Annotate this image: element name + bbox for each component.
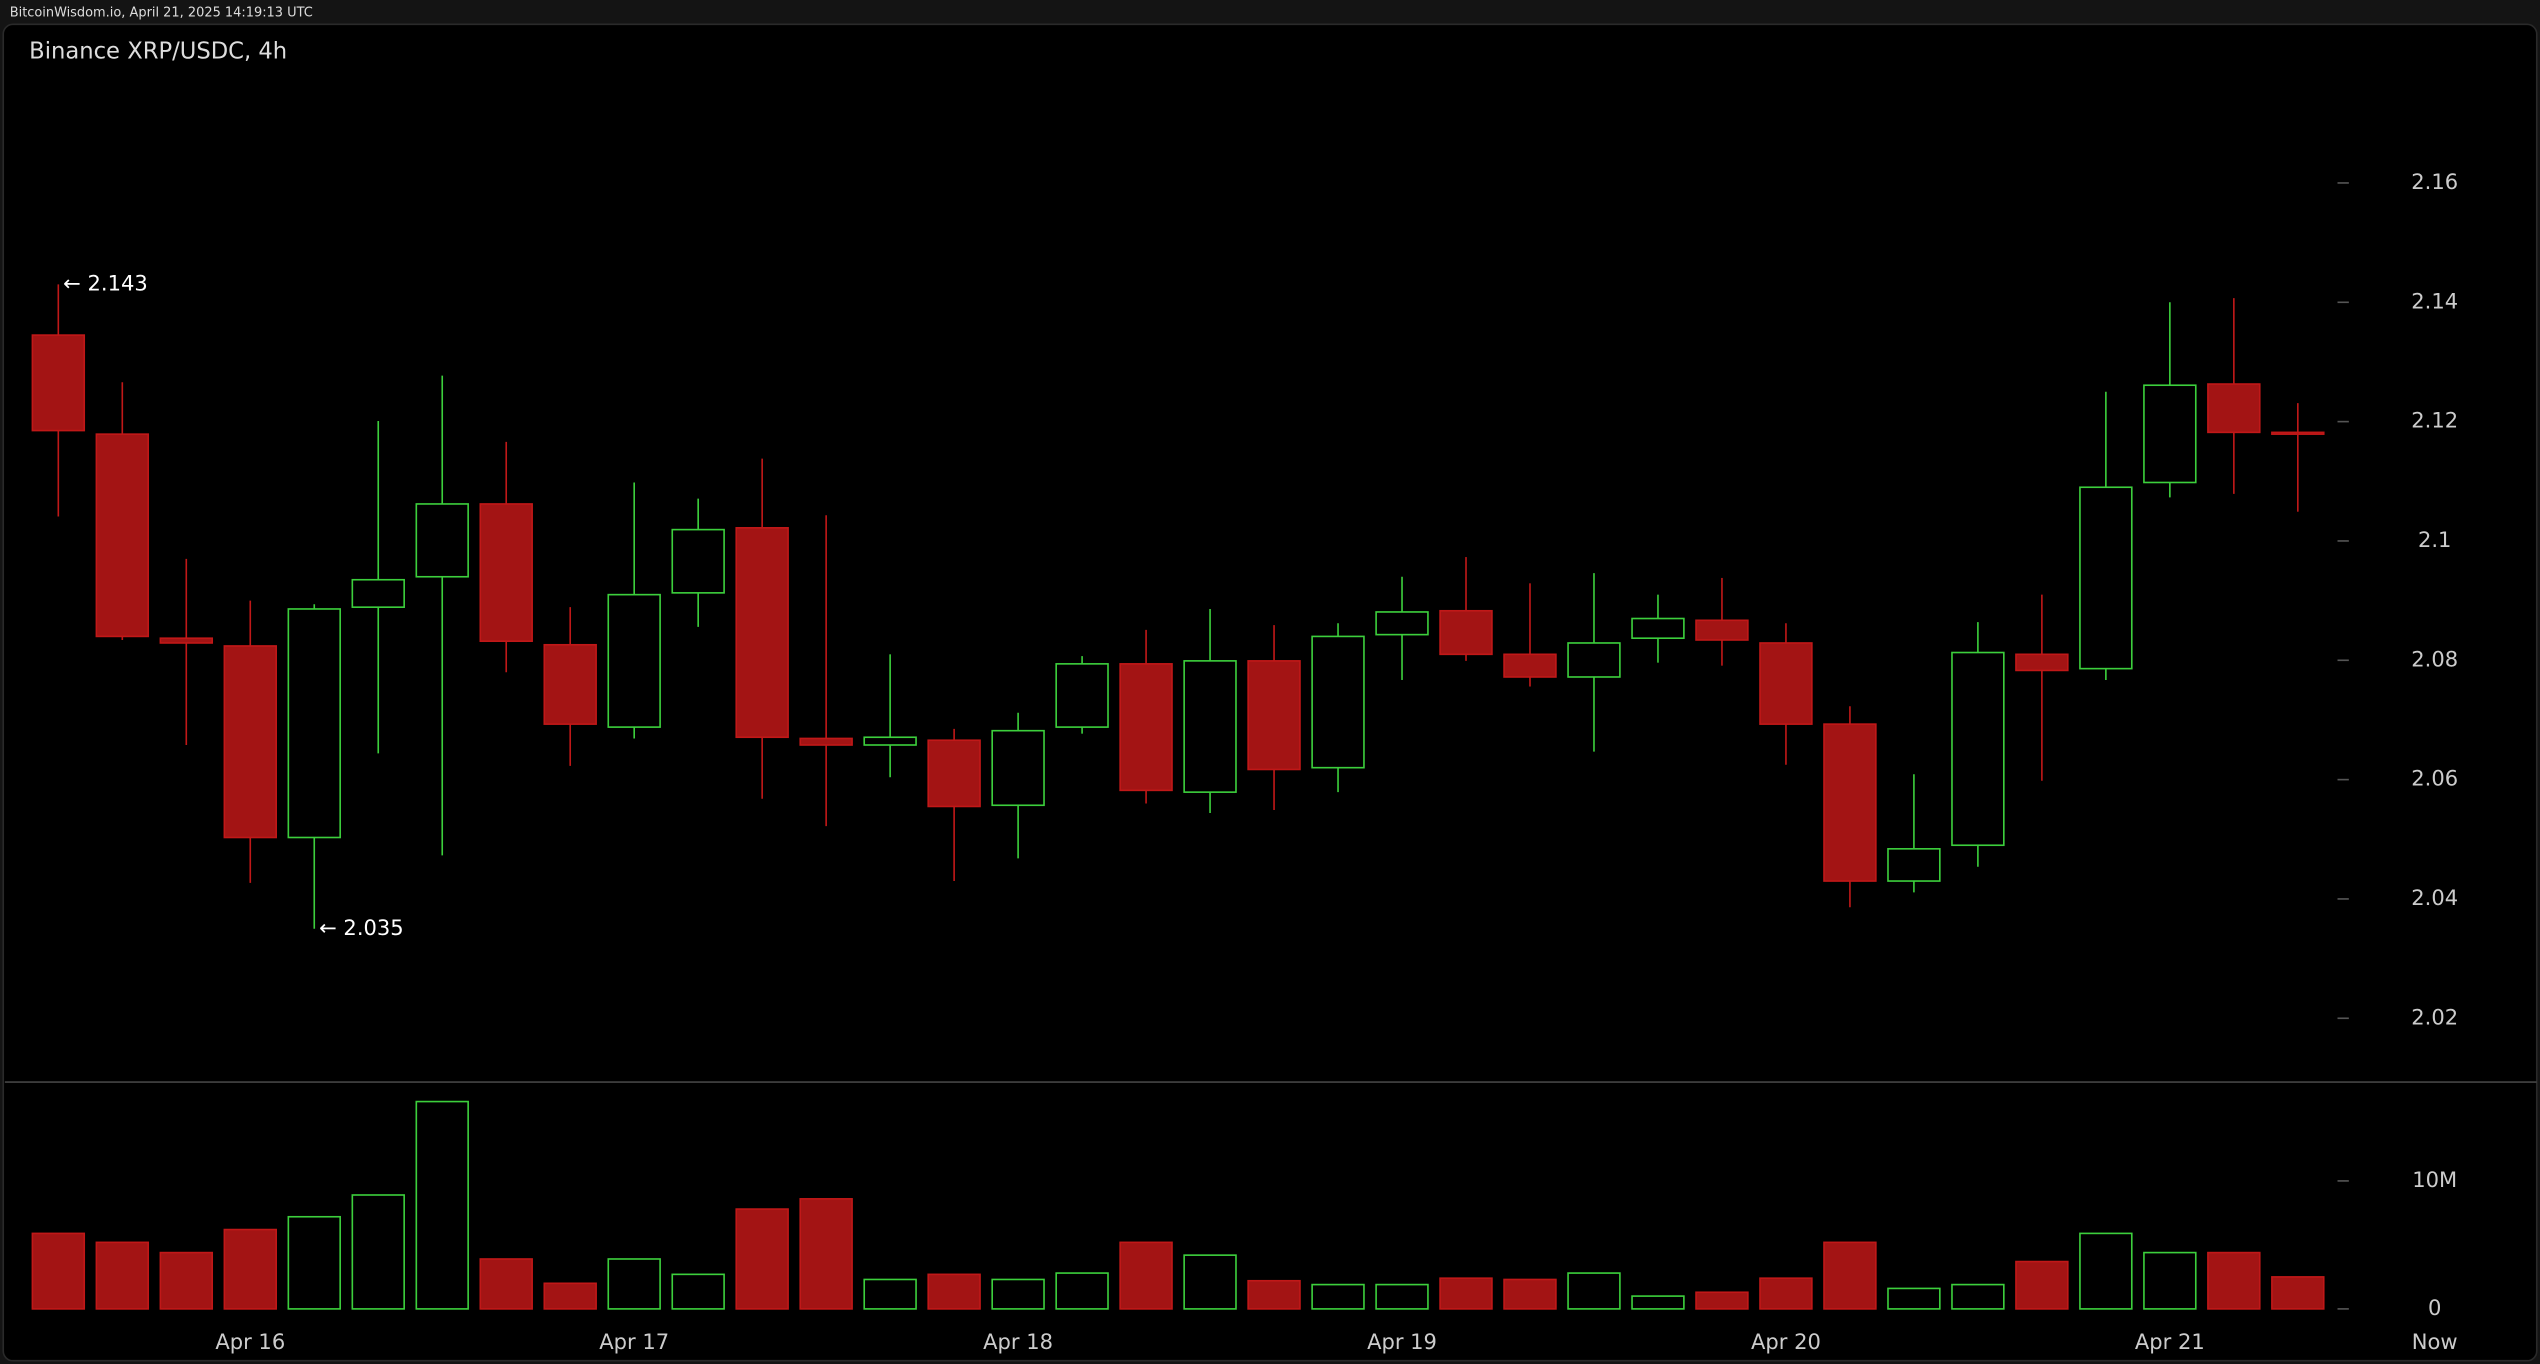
candle-body xyxy=(991,729,1045,807)
candle-body xyxy=(1759,642,1813,725)
volume-bar xyxy=(2079,1232,2133,1310)
volume-bar xyxy=(1119,1241,1173,1310)
now-label: Now xyxy=(2412,1329,2458,1354)
x-tick-label: Apr 21 xyxy=(2135,1329,2205,1354)
volume-bar xyxy=(543,1282,597,1310)
candle-body xyxy=(1951,651,2005,847)
candle-body xyxy=(863,736,917,746)
candle-body xyxy=(1439,609,1493,656)
candle-body xyxy=(543,643,597,725)
x-tick-label: Apr 20 xyxy=(1751,1329,1821,1354)
volume-bar xyxy=(1439,1277,1493,1310)
volume-tick-label: 0 xyxy=(2428,1295,2441,1320)
candle-body xyxy=(607,593,661,728)
candle-body xyxy=(223,645,278,839)
candle-body xyxy=(2271,431,2325,435)
candle-body xyxy=(159,637,214,644)
volume-bar xyxy=(991,1278,1045,1310)
volume-bar xyxy=(1887,1287,1941,1310)
volume-bar xyxy=(1823,1241,1877,1310)
candle-body xyxy=(1055,663,1109,728)
x-tick-label: Apr 17 xyxy=(599,1329,669,1354)
y-tick-label: 2.14 xyxy=(2411,288,2458,313)
candle-body xyxy=(287,608,341,839)
volume-bar xyxy=(735,1208,789,1310)
volume-bar xyxy=(1375,1283,1429,1310)
y-tick-label: 2.12 xyxy=(2411,408,2458,433)
candle-body xyxy=(351,578,405,608)
x-tick-label: Apr 19 xyxy=(1367,1329,1437,1354)
candle-body xyxy=(2207,383,2261,434)
candle-body xyxy=(1247,660,1301,771)
x-tick-label: Apr 16 xyxy=(215,1329,285,1354)
candle-body xyxy=(1375,611,1429,636)
volume-bar xyxy=(415,1100,469,1310)
candle-body xyxy=(671,528,725,594)
volume-bar xyxy=(607,1258,661,1310)
candle-body xyxy=(1119,663,1173,792)
volume-bar xyxy=(927,1273,981,1310)
volume-bar xyxy=(1055,1272,1109,1310)
candle-body xyxy=(415,503,469,578)
candle-body xyxy=(1695,619,1749,641)
candle-body xyxy=(2015,653,2069,672)
candle-body xyxy=(799,737,853,746)
volume-bar xyxy=(1759,1277,1813,1310)
volume-bar xyxy=(351,1194,405,1310)
volume-bar xyxy=(1567,1272,1621,1310)
volume-bar xyxy=(863,1278,917,1310)
volume-bar xyxy=(1311,1283,1365,1310)
y-tick-label: 2.16 xyxy=(2411,169,2458,194)
volume-bar xyxy=(2271,1276,2325,1310)
candle-body xyxy=(1503,653,1557,678)
volume-bar xyxy=(1951,1283,2005,1310)
candle-body xyxy=(2143,384,2197,484)
chart-title: Binance XRP/USDC, 4h xyxy=(29,38,287,64)
volume-bar xyxy=(159,1251,214,1310)
candle-body xyxy=(1183,660,1237,793)
candle-body xyxy=(1887,848,1941,882)
volume-bar xyxy=(2143,1251,2197,1310)
candle-body xyxy=(479,503,533,642)
price-annotation: ← 2.143 xyxy=(63,270,148,295)
candle-body xyxy=(1823,723,1877,882)
candle-body xyxy=(95,433,150,638)
volume-bar xyxy=(287,1215,341,1310)
candle-body xyxy=(1631,617,1685,640)
y-tick-label: 2.04 xyxy=(2411,885,2458,910)
y-tick-label: 2.1 xyxy=(2418,527,2451,552)
volume-bar xyxy=(1247,1279,1301,1310)
volume-bar xyxy=(1631,1295,1685,1310)
candle-body xyxy=(31,334,86,432)
volume-bar xyxy=(1695,1291,1749,1310)
volume-bar xyxy=(799,1198,853,1310)
volume-bar xyxy=(31,1232,86,1310)
candle-body xyxy=(1567,642,1621,678)
price-annotation: ← 2.035 xyxy=(319,915,404,940)
volume-bar xyxy=(479,1258,533,1310)
volume-tick-label: 10M xyxy=(2412,1167,2457,1192)
candle-body xyxy=(927,739,981,808)
candle-body xyxy=(2079,486,2133,670)
volume-bar xyxy=(1183,1254,1237,1310)
volume-bar xyxy=(1503,1278,1557,1310)
y-tick-label: 2.08 xyxy=(2411,646,2458,671)
candle-body xyxy=(735,527,789,739)
y-tick-label: 2.02 xyxy=(2411,1004,2458,1029)
volume-bar xyxy=(671,1273,725,1310)
candle-body xyxy=(1311,635,1365,769)
volume-bar xyxy=(2015,1260,2069,1310)
volume-bar xyxy=(95,1241,150,1310)
volume-bar xyxy=(223,1228,278,1310)
source-label: BitcoinWisdom.io, April 21, 2025 14:19:1… xyxy=(10,5,313,20)
volume-bar xyxy=(2207,1251,2261,1310)
y-tick-label: 2.06 xyxy=(2411,766,2458,791)
x-tick-label: Apr 18 xyxy=(983,1329,1053,1354)
